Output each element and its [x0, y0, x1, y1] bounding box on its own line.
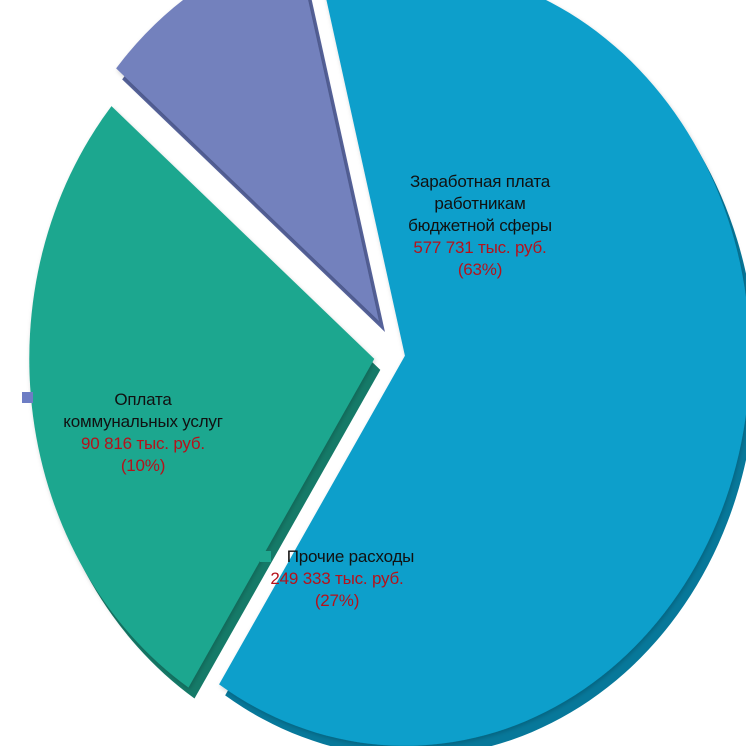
slice-label-utilities: Оплата коммунальных услуг 90 816 тыс. ру…	[18, 389, 268, 477]
slice-salaries	[219, 0, 746, 746]
slice-label-salaries: Заработная плата работникам бюджетной сф…	[380, 171, 580, 281]
legend-marker-other	[259, 550, 271, 562]
slice-name-other: Прочие расходы	[222, 546, 452, 568]
slice-value-other: 249 333 тыс. руб.	[270, 569, 404, 588]
legend-marker-utilities	[22, 392, 33, 403]
slice-other	[29, 106, 375, 688]
slice-percent-other: (27%)	[314, 591, 360, 610]
slice-label-other: Прочие расходы 249 333 тыс. руб. (27%)	[222, 546, 452, 612]
slice-name-utilities: Оплата коммунальных услуг	[63, 390, 223, 431]
slice-value-salaries: 577 731 тыс. руб.	[413, 238, 547, 257]
slice-utilities	[116, 0, 379, 322]
slice-percent-salaries: (63%)	[457, 260, 503, 279]
slice-value-utilities: 90 816 тыс. руб.	[81, 434, 205, 453]
slice-name-salaries: Заработная плата работникам бюджетной сф…	[408, 172, 552, 235]
slice-percent-utilities: (10%)	[120, 456, 166, 475]
